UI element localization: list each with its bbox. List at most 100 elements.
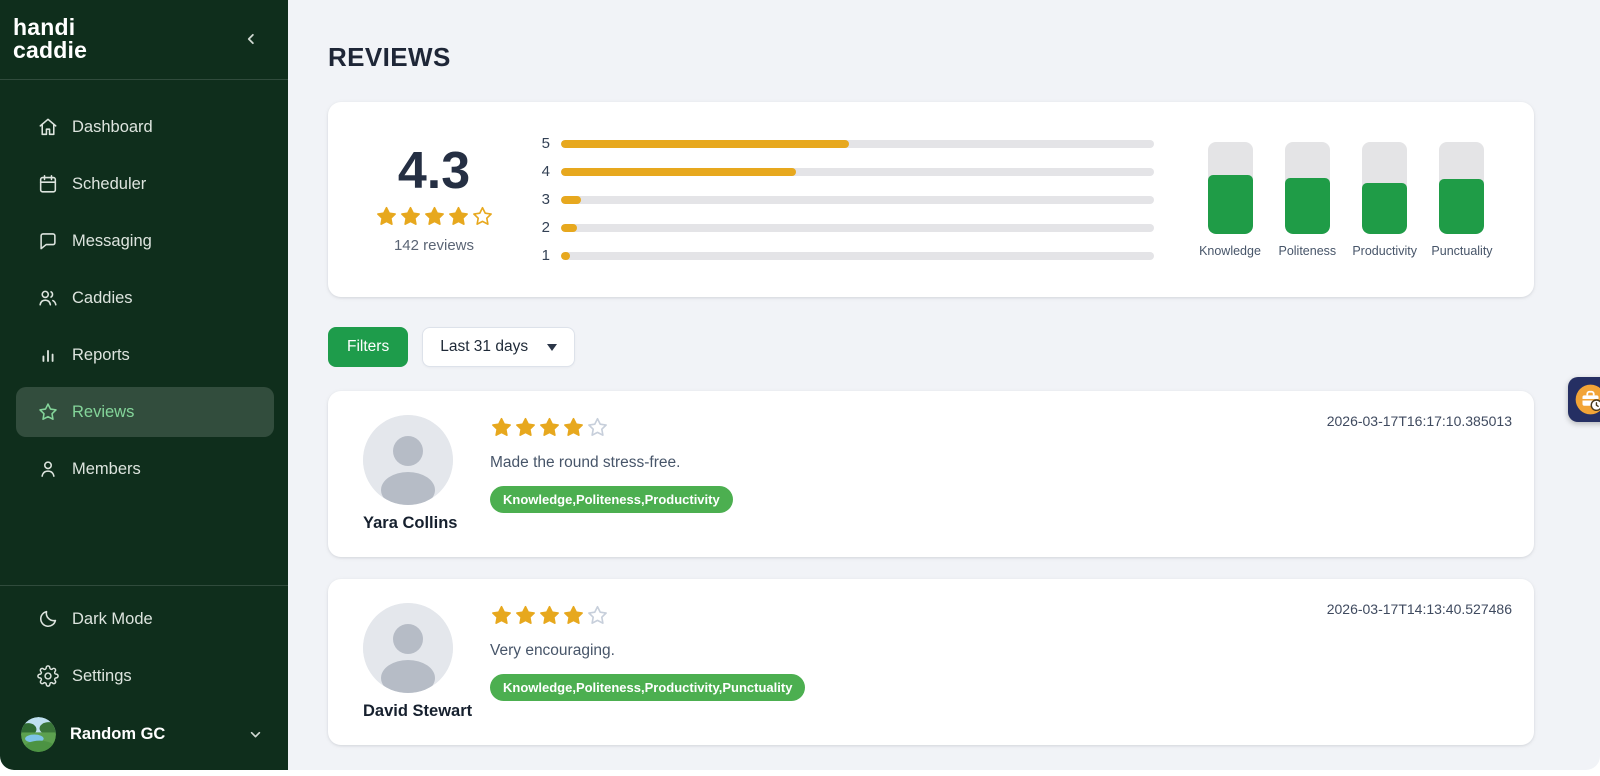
sidebar-collapse-button[interactable] [240,28,262,50]
distribution-row-1: 1 [536,242,1154,270]
sidebar-item-label: Scheduler [72,174,147,193]
category-scores-chart: Knowledge Politeness Productivity Punctu… [1196,141,1496,258]
star-empty-icon [588,417,607,436]
category-label: Punctuality [1431,243,1493,258]
distribution-track [561,251,1154,260]
sidebar-item-caddies[interactable]: Caddies [16,273,274,323]
category-column-punctuality: Punctuality [1428,141,1496,258]
sidebar-item-dashboard[interactable]: Dashboard [16,102,274,152]
distribution-label: 1 [541,247,550,264]
star-filled-icon [492,417,511,436]
settings-label: Settings [72,666,132,685]
dark-mode-label: Dark Mode [72,609,153,628]
dark-mode-toggle[interactable]: Dark Mode [16,594,274,644]
category-fill [1362,182,1408,234]
sidebar-item-label: Reports [72,345,130,364]
logo-line-2: caddie [13,37,88,64]
distribution-fill [561,195,581,204]
sidebar-footer: Dark Mode Settings Random GC [0,585,288,770]
distribution-fill [561,223,577,232]
sidebar-item-reviews[interactable]: Reviews [16,387,274,437]
sidebar-item-members[interactable]: Members [16,444,274,494]
sidebar-header: handi caddie [0,0,288,80]
category-bar [1284,141,1330,234]
distribution-fill [561,251,570,260]
users-icon [39,290,57,306]
star-filled-icon [516,417,535,436]
app-logo: handi caddie [13,14,268,64]
review-text: Made the round stress-free. [490,454,681,471]
filters-row: Filters Last 31 days [328,327,1534,367]
sidebar-item-label: Members [72,459,141,478]
user-icon [41,461,55,477]
date-range-dropdown[interactable]: Last 31 days [422,327,576,367]
briefcase-clock-icon [1575,384,1600,415]
review-stars [490,604,805,627]
average-rating-block: 4.3 142 reviews [364,145,504,254]
sidebar-nav: Dashboard Scheduler Messaging Caddies Re… [0,80,288,585]
logo-line-1: handi [13,14,76,40]
sidebar-item-messaging[interactable]: Messaging [16,216,274,266]
review-tags-badge: Knowledge,Politeness,Productivity,Punctu… [490,674,806,701]
star-filled-icon [448,206,468,225]
chevron-left-icon [247,33,254,45]
ratings-summary-card: 4.3 142 reviews 5 4 3 2 [328,102,1534,297]
org-selector[interactable]: Random GC [16,708,274,760]
star-empty-icon [472,206,492,225]
moon-icon [40,610,57,627]
distribution-fill [561,139,849,148]
category-column-knowledge: Knowledge [1196,141,1264,258]
star-icon [39,403,57,421]
star-filled-icon [400,206,420,225]
category-label: Politeness [1278,243,1337,258]
sidebar-item-reports[interactable]: Reports [16,330,274,380]
category-bar [1439,141,1485,234]
star-filled-icon [516,605,535,624]
org-avatar [21,716,56,752]
review-timestamp: 2026-03-17T16:17:10.385013 [1326,413,1512,429]
review-body: Very encouraging. Knowledge,Politeness,P… [490,603,806,745]
filters-button[interactable]: Filters [328,327,409,367]
sidebar-item-label: Dashboard [72,117,153,136]
category-label: Knowledge [1199,243,1261,258]
distribution-label: 2 [541,219,550,236]
average-rating-value: 4.3 [397,142,471,200]
review-card: David Stewart Very encouraging. Knowledg… [328,579,1534,745]
floating-widget-button[interactable] [1568,377,1600,422]
category-fill [1207,174,1253,234]
sidebar-item-settings[interactable]: Settings [16,651,274,701]
sidebar: handi caddie Dashboard Scheduler Messagi… [0,0,288,770]
reviewer-block: Yara Collins [363,415,458,557]
star-filled-icon [492,605,511,624]
distribution-label: 5 [541,135,550,152]
star-filled-icon [540,605,559,624]
star-filled-icon [564,417,583,436]
distribution-row-5: 5 [536,130,1154,158]
star-filled-icon [564,605,583,624]
category-bar [1207,141,1253,234]
category-fill [1439,179,1485,234]
sidebar-item-scheduler[interactable]: Scheduler [16,159,274,209]
star-filled-icon [540,417,559,436]
reviewer-name: Yara Collins [363,514,458,532]
chat-icon [40,233,56,250]
distribution-fill [561,167,797,176]
distribution-row-3: 3 [536,186,1154,214]
star-filled-icon [376,206,396,225]
category-column-politeness: Politeness [1273,141,1341,258]
distribution-track [561,139,1154,148]
review-card: Yara Collins Made the round stress-free.… [328,391,1534,557]
distribution-label: 3 [541,191,550,208]
avatar [363,415,453,505]
review-tags-badge: Knowledge,Politeness,Productivity [490,486,733,513]
sidebar-item-label: Caddies [72,288,133,307]
review-count: 142 reviews [393,237,475,254]
star-empty-icon [588,605,607,624]
distribution-track [561,195,1154,204]
category-column-productivity: Productivity [1351,141,1419,258]
main-content: REVIEWS 4.3 142 reviews 5 4 3 [288,0,1600,770]
category-label: Productivity [1352,243,1417,258]
calendar-icon [39,174,57,193]
review-timestamp: 2026-03-17T14:13:40.527486 [1326,601,1512,617]
